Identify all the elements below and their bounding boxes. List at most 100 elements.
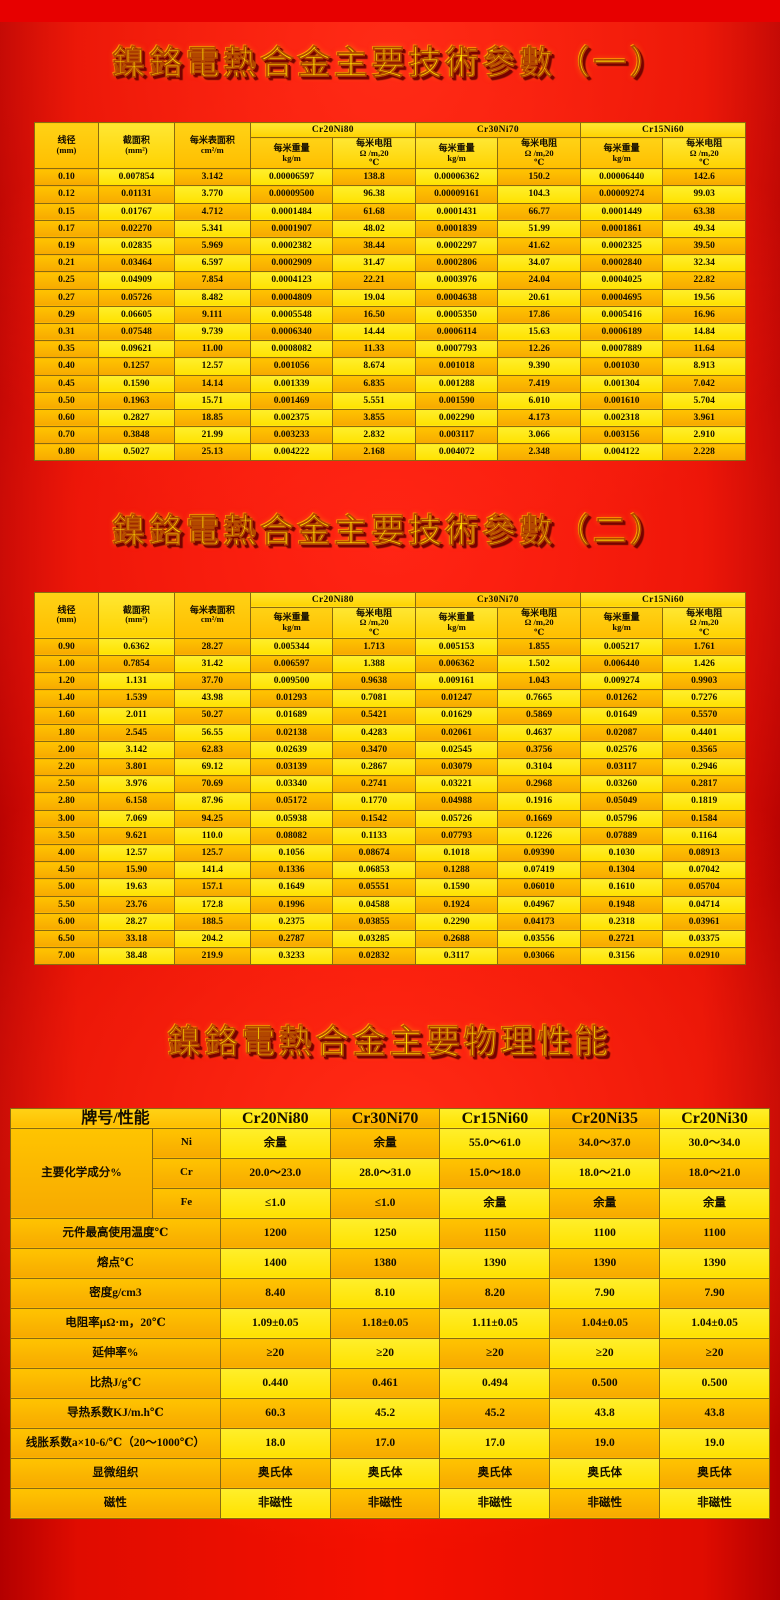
table-cell: 204.2 (173, 929, 251, 949)
table-cell: 3.142 (97, 740, 175, 760)
table-cell: 20.61 (497, 288, 581, 307)
table-cell: 6.597 (173, 254, 251, 273)
table-cell: 0.006440 (579, 654, 664, 674)
table-cell: 157.1 (173, 878, 251, 897)
table-cell: 3.855 (332, 408, 416, 428)
table-row: 延伸率% ≥20 ≥20 ≥20 ≥20 ≥20 (10, 1337, 770, 1369)
table-cell: 21.99 (173, 426, 251, 445)
table-cell: 0.29 (34, 305, 99, 324)
table-row: 0.70 0.3848 21.99 0.003233 2.832 0.003117 3.06… (34, 426, 746, 445)
table-cell: 0.2318 (579, 912, 664, 931)
table-cell: 0.05049 (579, 792, 664, 811)
table-cell: 0.003233 (249, 426, 334, 445)
table-cell: 28.0～31.0 (329, 1157, 441, 1189)
page-title-params-2: 鎳鉻電熱合金主要技術參數（二） (112, 510, 668, 550)
physical-properties-table: 牌号/性能 Cr20Ni80 Cr30Ni70 Cr15Ni60 Cr20Ni35 Cr2… (10, 1107, 770, 1519)
table-cell: 4.712 (173, 202, 251, 221)
table-cell: 32.34 (662, 254, 746, 273)
table-cell: 0.05726 (414, 809, 499, 828)
col-group-Cr30Ni70: Cr30Ni70 (414, 591, 581, 608)
table-cell: 1.11±0.05 (439, 1307, 551, 1339)
table-cell: ≥20 (219, 1337, 331, 1369)
col-header-weight-Cr30Ni70: 每米重量 kg/m (414, 606, 499, 639)
table-cell: 69.12 (173, 758, 251, 777)
table-cell: 2.00 (34, 740, 99, 760)
table-cell: 6.50 (34, 929, 99, 949)
table-cell: 7.042 (662, 374, 746, 393)
table-row: 1.80 2.545 56.55 0.02138 0.4283 0.02061 0.4637… (34, 723, 746, 742)
row-label: 熔点℃ (10, 1247, 221, 1279)
table-cell: 37.70 (173, 672, 251, 691)
table-cell: 0.3565 (662, 740, 746, 760)
table-cell: 0.001590 (414, 391, 499, 410)
table-cell: 0.70 (34, 426, 99, 445)
table-cell: 0.02639 (249, 740, 334, 760)
table-cell: 0.05551 (332, 878, 416, 897)
table-cell: 0.35 (34, 340, 99, 359)
table-cell: 1.388 (332, 654, 416, 674)
row-label: 导热系数KJ/m.h℃ (10, 1397, 221, 1429)
table-row: 2.00 3.142 62.83 0.02639 0.3470 0.02545 0.3756… (34, 740, 746, 760)
table-cell: 0.08913 (662, 843, 746, 863)
table-row: 0.10 0.007854 3.142 0.00006597 138.8 0.000063… (34, 168, 746, 187)
col-group-Cr20Ni80: Cr20Ni80 (249, 591, 416, 608)
table-cell: 0.500 (659, 1367, 770, 1399)
table-cell: 17.0 (329, 1427, 441, 1459)
table-cell: 5.50 (34, 895, 99, 914)
table-cell: 1100 (549, 1217, 661, 1249)
row-label: 延伸率% (10, 1337, 221, 1369)
table-cell: 5.00 (34, 878, 99, 897)
table-cell: 0.01262 (579, 689, 664, 708)
table-row: 3.50 9.621 110.0 0.08082 0.1133 0.07793 0.1226… (34, 826, 746, 846)
table-cell: 0.2741 (332, 775, 416, 794)
table-cell: 0.03855 (332, 912, 416, 931)
table-cell: 0.009274 (579, 672, 664, 691)
table-row: 0.31 0.07548 9.739 0.0006340 14.44 0.0006114 1… (34, 322, 746, 342)
table-row: 4.50 15.90 141.4 0.1336 0.06853 0.1288 0.07419… (34, 861, 746, 880)
table-cell: 0.1948 (579, 895, 664, 914)
table-cell: 19.04 (332, 288, 416, 307)
table-cell: 0.0004123 (249, 271, 334, 290)
table-cell: 0.09621 (97, 340, 175, 359)
table-cell: 0.5869 (497, 706, 581, 725)
table-cell: 0.003117 (414, 426, 499, 445)
table-row: 6.00 28.27 188.5 0.2375 0.03855 0.2290 0.04173… (34, 912, 746, 931)
table-cell: 1390 (439, 1247, 551, 1279)
table-cell: 0.0007793 (414, 340, 499, 359)
table-row: 5.00 19.63 157.1 0.1649 0.05551 0.1590 0.06010… (34, 878, 746, 897)
table-cell: 11.64 (662, 340, 746, 359)
table-cell: 8.10 (329, 1277, 441, 1309)
table-cell: 0.0001861 (579, 219, 664, 239)
table-cell: 2.011 (97, 706, 175, 725)
table-cell: 0.6362 (97, 637, 175, 656)
table-cell: 4.00 (34, 843, 99, 863)
table-cell: 非磁性 (549, 1487, 661, 1519)
table-cell: 0.3117 (414, 947, 499, 966)
table-cell: 0.06853 (332, 861, 416, 880)
table-cell: 0.3156 (579, 947, 664, 966)
table-cell: 15.63 (497, 322, 581, 342)
table-cell: 1.18±0.05 (329, 1307, 441, 1339)
table-cell: 6.00 (34, 912, 99, 931)
row-label: 比热J/g℃ (10, 1367, 221, 1399)
table-cell: 7.00 (34, 947, 99, 966)
table-row: 比热J/g℃ 0.440 0.461 0.494 0.500 0.500 (10, 1367, 770, 1399)
poster-page: 鎳鉻電熱合金主要技術參數（一） 线径 (mm) 截面积 (mm²) 每米表面积 cm²/m… (0, 22, 780, 1533)
table-cell: 31.47 (332, 254, 416, 273)
table-header-row-groups: 线径 (mm) 截面积 (mm²) 每米表面积 cm²/m Cr20Ni80 Cr30Ni70… (34, 591, 747, 639)
table-cell: 0.0004638 (414, 288, 499, 307)
col-header-Cr30Ni70: Cr30Ni70 (329, 1107, 441, 1129)
table-row: 6.50 33.18 204.2 0.2787 0.03285 0.2688 0.03556… (34, 929, 746, 949)
table-cell: 7.419 (497, 374, 581, 393)
table-cell: 0.0002325 (579, 237, 664, 256)
table-cell: 0.00009274 (579, 185, 664, 204)
table-cell: 56.55 (173, 723, 251, 742)
table-cell: 4.173 (497, 408, 581, 428)
table-row: 0.29 0.06605 9.111 0.0005548 16.50 0.0005350 1… (34, 305, 746, 324)
table-cell: 0.0002909 (249, 254, 334, 273)
table-cell: 14.14 (173, 374, 251, 393)
table-cell: 12.26 (497, 340, 581, 359)
table-cell: ≥20 (659, 1337, 770, 1369)
properties-header-row: 牌号/性能 Cr20Ni80 Cr30Ni70 Cr15Ni60 Cr20Ni35 Cr2… (10, 1107, 770, 1129)
table-cell: 55.0～61.0 (439, 1127, 551, 1159)
